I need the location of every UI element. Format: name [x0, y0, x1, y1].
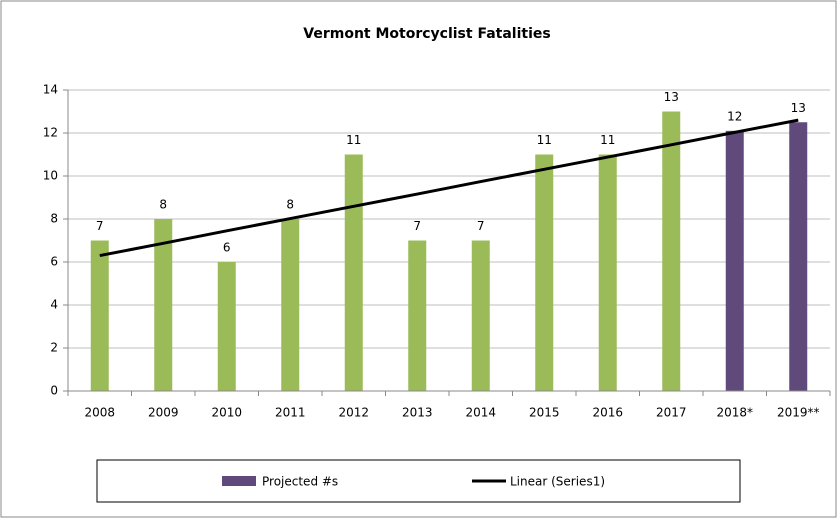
x-tick-label: 2018* [716, 406, 753, 420]
legend-label: Linear (Series1) [510, 475, 605, 489]
legend-box [96, 459, 741, 503]
y-tick-label: 4 [50, 298, 58, 312]
bar [90, 240, 109, 391]
x-tick-label: 2011 [275, 406, 306, 420]
bar [789, 122, 808, 391]
data-label: 11 [346, 133, 361, 147]
x-tick-label: 2014 [465, 406, 496, 420]
data-label: 7 [413, 219, 421, 233]
bar [408, 240, 427, 391]
bar [535, 154, 554, 391]
bar [662, 111, 681, 391]
bar [217, 262, 236, 391]
y-tick-label: 0 [50, 384, 58, 398]
data-label: 12 [727, 109, 742, 123]
data-label: 13 [664, 90, 679, 104]
bar [154, 219, 173, 391]
data-label: 11 [537, 133, 552, 147]
x-tick-label: 2019** [777, 406, 820, 420]
chart-title: Vermont Motorcyclist Fatalities [303, 26, 550, 42]
y-tick-label: 2 [50, 341, 58, 355]
bar [598, 154, 617, 391]
x-tick-label: 2017 [656, 406, 687, 420]
x-tick-label: 2012 [338, 406, 369, 420]
y-tick-label: 12 [43, 126, 58, 140]
y-tick-label: 6 [50, 255, 58, 269]
x-tick-label: 2013 [402, 406, 433, 420]
bar [471, 240, 490, 391]
x-tick-label: 2016 [592, 406, 623, 420]
y-tick-label: 10 [43, 169, 58, 183]
data-label: 13 [791, 101, 806, 115]
legend-label: Projected #s [262, 475, 338, 489]
data-label: 11 [600, 133, 615, 147]
x-tick-label: 2015 [529, 406, 560, 420]
data-label: 8 [159, 198, 167, 212]
x-tick-label: 2010 [211, 406, 242, 420]
y-tick-label: 8 [50, 212, 58, 226]
x-tick-label: 2008 [84, 406, 115, 420]
data-label: 7 [477, 219, 485, 233]
bar [344, 154, 363, 391]
bar [281, 219, 300, 391]
data-label: 7 [96, 219, 104, 233]
legend-swatch [222, 476, 256, 486]
x-tick-label: 2009 [148, 406, 179, 420]
data-label: 6 [223, 241, 231, 255]
bar [725, 130, 744, 391]
y-tick-label: 14 [43, 83, 58, 97]
data-label: 8 [286, 198, 294, 212]
trendline [99, 118, 799, 258]
